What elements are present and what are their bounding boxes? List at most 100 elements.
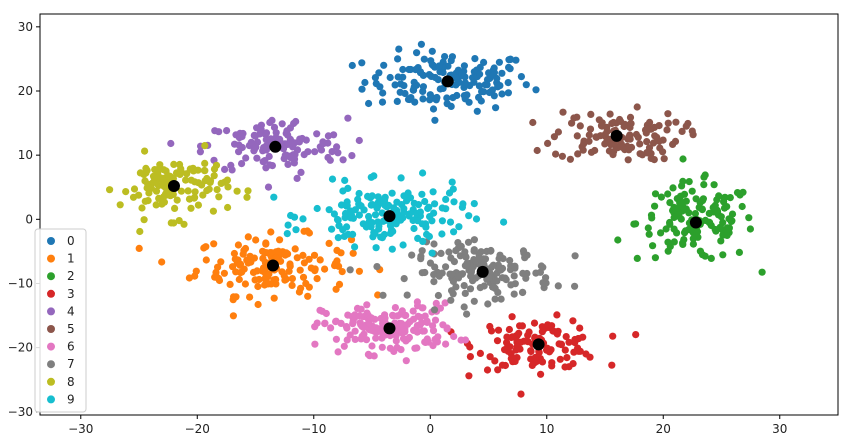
point-class-5 — [544, 139, 552, 147]
point-class-7 — [430, 278, 438, 286]
point-class-7 — [536, 268, 545, 276]
point-class-2 — [682, 197, 690, 205]
point-class-1 — [246, 252, 254, 260]
point-class-8 — [194, 201, 202, 209]
point-class-8 — [154, 165, 162, 174]
x-tick-label: 0 — [426, 422, 434, 436]
point-class-5 — [620, 122, 628, 131]
point-class-6 — [337, 319, 345, 327]
point-class-9 — [283, 230, 291, 238]
point-class-9 — [299, 215, 307, 223]
point-class-9 — [343, 223, 351, 231]
point-class-4 — [257, 126, 265, 134]
point-class-4 — [284, 160, 292, 168]
point-class-7 — [467, 272, 475, 280]
point-class-6 — [365, 319, 373, 327]
point-class-1 — [230, 249, 238, 258]
point-class-8 — [140, 170, 148, 178]
point-class-1 — [235, 275, 243, 284]
point-class-7 — [511, 263, 519, 271]
point-class-3 — [632, 331, 640, 339]
y-tick-label: 20 — [18, 84, 33, 98]
point-class-9 — [372, 244, 380, 252]
point-class-6 — [311, 340, 319, 348]
point-class-4 — [268, 116, 276, 124]
point-class-0 — [395, 45, 403, 53]
point-class-4 — [281, 151, 289, 159]
point-class-1 — [234, 241, 242, 249]
point-class-9 — [431, 200, 439, 208]
point-class-5 — [559, 108, 567, 116]
point-class-9 — [428, 249, 436, 257]
point-class-0 — [458, 70, 466, 78]
point-class-6 — [399, 335, 408, 343]
point-class-8 — [170, 219, 178, 227]
point-class-9 — [392, 219, 400, 227]
point-class-7 — [435, 272, 443, 280]
point-class-7 — [421, 268, 429, 277]
point-class-9 — [386, 222, 395, 230]
point-class-1 — [263, 279, 271, 287]
point-class-4 — [313, 130, 321, 138]
point-class-9 — [379, 196, 388, 204]
point-class-3 — [553, 311, 561, 319]
point-class-0 — [483, 81, 491, 89]
legend-box — [34, 228, 87, 413]
point-class-6 — [401, 328, 409, 336]
point-class-2 — [717, 213, 725, 221]
point-class-6 — [344, 311, 352, 319]
x-tick-label: −10 — [301, 422, 326, 436]
point-class-0 — [505, 63, 513, 71]
point-class-2 — [700, 181, 708, 189]
x-tick-label: −20 — [185, 422, 210, 436]
point-class-4 — [287, 139, 295, 147]
point-class-3 — [563, 354, 571, 362]
point-class-2 — [651, 202, 659, 210]
point-class-7 — [460, 303, 468, 311]
point-class-2 — [699, 197, 707, 205]
legend-marker-6 — [47, 342, 55, 351]
point-class-0 — [419, 95, 427, 103]
point-class-0 — [452, 74, 460, 82]
centroid-7 — [476, 265, 489, 278]
point-class-9 — [339, 187, 347, 195]
point-class-8 — [213, 186, 221, 194]
point-class-8 — [201, 142, 209, 150]
point-class-6 — [442, 340, 450, 348]
x-tick-label: 30 — [772, 422, 787, 436]
legend-marker-2 — [47, 272, 55, 281]
point-class-1 — [192, 267, 200, 275]
point-class-0 — [365, 99, 373, 108]
point-class-6 — [419, 327, 427, 335]
point-class-5 — [585, 131, 593, 139]
point-class-8 — [116, 201, 124, 209]
point-class-2 — [745, 214, 753, 222]
point-class-7 — [521, 254, 529, 262]
point-class-1 — [304, 292, 312, 300]
point-class-2 — [735, 248, 744, 256]
point-class-4 — [228, 166, 236, 174]
point-class-0 — [495, 58, 503, 66]
point-class-8 — [203, 187, 211, 195]
legend-label-0: 0 — [67, 234, 75, 248]
point-class-7 — [519, 288, 527, 296]
point-class-0 — [391, 81, 399, 89]
point-class-3 — [537, 370, 545, 378]
point-class-4 — [266, 161, 274, 169]
point-class-4 — [242, 154, 250, 162]
point-class-7 — [431, 263, 439, 271]
point-class-1 — [241, 244, 250, 253]
point-class-6 — [439, 321, 447, 329]
point-class-7 — [408, 251, 416, 259]
legend-marker-8 — [47, 377, 55, 386]
point-class-7 — [403, 291, 411, 299]
point-class-7 — [519, 247, 528, 255]
point-class-4 — [235, 148, 243, 156]
point-class-8 — [180, 220, 188, 228]
point-class-2 — [679, 240, 687, 248]
point-class-0 — [393, 97, 401, 105]
point-class-1 — [295, 288, 303, 296]
point-class-3 — [576, 347, 584, 355]
point-class-8 — [209, 207, 217, 215]
point-class-3 — [586, 353, 594, 361]
